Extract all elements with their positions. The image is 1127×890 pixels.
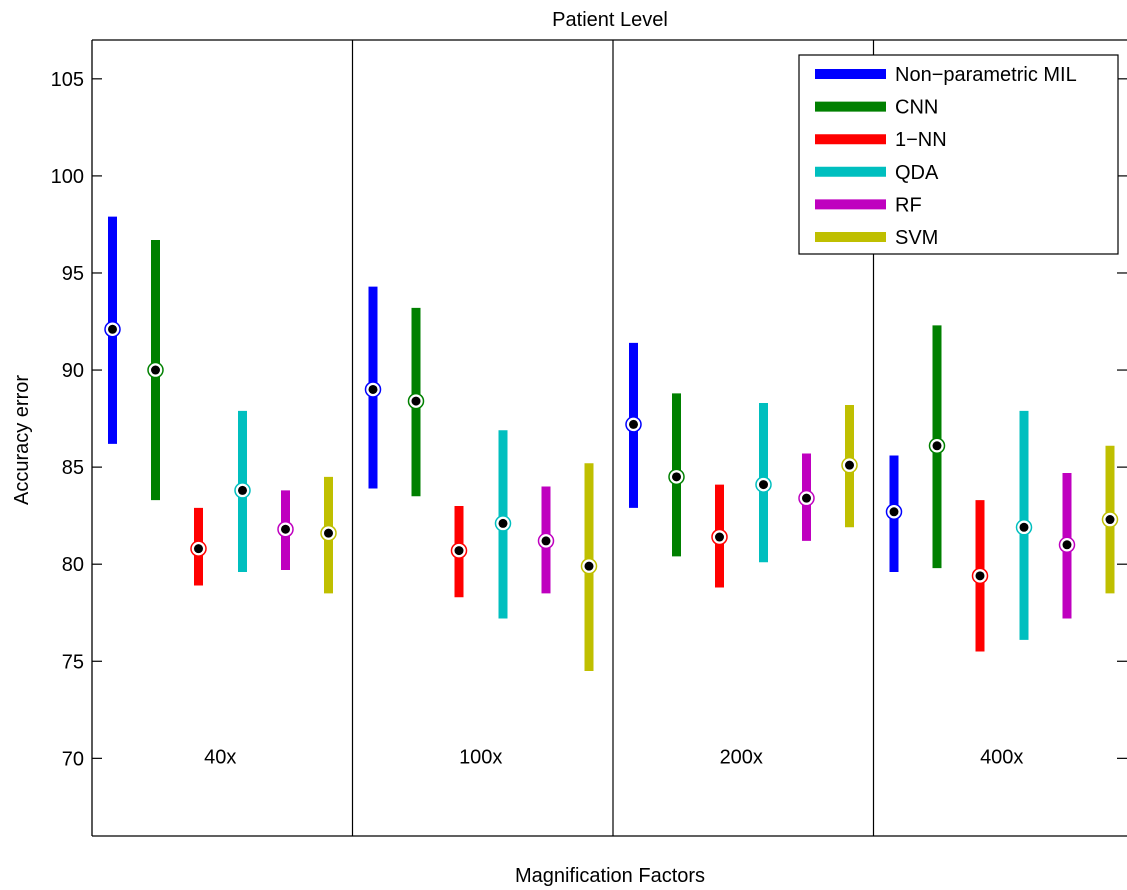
mean-marker xyxy=(759,480,768,490)
y-tick-label: 100 xyxy=(51,166,84,188)
y-tick-label: 105 xyxy=(51,69,84,91)
group-label: 200x xyxy=(720,746,763,768)
mean-marker xyxy=(108,324,117,334)
mean-marker xyxy=(802,493,811,503)
group-label: 40x xyxy=(204,746,236,768)
y-axis-label: Accuracy error xyxy=(11,375,33,505)
x-axis-label: Magnification Factors xyxy=(515,865,705,887)
mean-marker xyxy=(975,571,985,581)
mean-marker xyxy=(541,536,551,546)
mean-marker xyxy=(629,419,638,429)
chart-title: Patient Level xyxy=(552,9,668,31)
group-label: 100x xyxy=(459,746,502,768)
y-tick-label: 85 xyxy=(62,457,84,479)
group-label: 400x xyxy=(980,746,1023,768)
mean-marker xyxy=(584,561,594,571)
mean-marker xyxy=(845,460,854,470)
mean-marker xyxy=(889,507,899,517)
y-tick-label: 70 xyxy=(62,748,84,770)
mean-marker xyxy=(1062,540,1072,550)
mean-marker xyxy=(238,485,247,495)
legend-label: 1−NN xyxy=(895,129,947,151)
legend-label: SVM xyxy=(895,227,938,249)
mean-marker xyxy=(454,546,464,556)
mean-marker xyxy=(1019,522,1029,532)
mean-marker xyxy=(281,524,290,534)
legend: Non−parametric MIL CNN 1−NN QDA RF SVM xyxy=(798,54,1119,255)
mean-marker xyxy=(324,528,333,538)
y-tick-label: 95 xyxy=(62,263,84,285)
y-tick-label: 75 xyxy=(62,651,84,673)
mean-marker xyxy=(411,396,421,406)
mean-marker xyxy=(932,441,942,451)
legend-label: CNN xyxy=(895,97,938,119)
mean-marker xyxy=(194,544,203,554)
legend-label: QDA xyxy=(895,162,939,184)
y-tick-label: 90 xyxy=(62,360,84,382)
plot-area: 70 75 80 85 90 95 100 105 40x 100x 200x 400x xyxy=(51,39,1127,837)
mean-marker xyxy=(1105,515,1115,525)
mean-marker xyxy=(151,365,160,375)
mean-marker xyxy=(715,532,724,542)
legend-label: RF xyxy=(895,194,922,216)
y-tick-label: 80 xyxy=(62,554,84,576)
mean-marker xyxy=(672,472,681,482)
mean-marker xyxy=(368,384,378,394)
mean-marker xyxy=(498,518,508,528)
legend-box xyxy=(798,54,1119,255)
legend-label: Non−parametric MIL xyxy=(895,64,1077,86)
